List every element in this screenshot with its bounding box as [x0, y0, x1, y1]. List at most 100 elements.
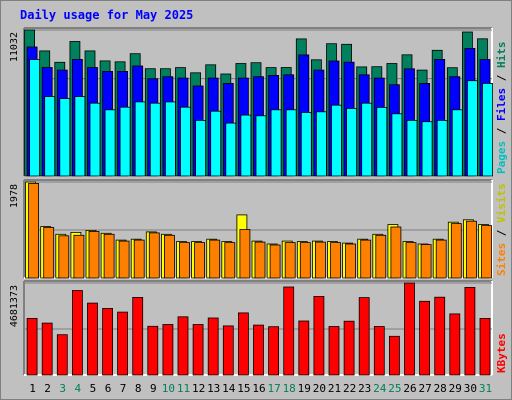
bar-pages-day-19 — [300, 112, 312, 177]
x-tick-day-18: 18 — [283, 382, 296, 395]
x-tick-day-4: 4 — [74, 382, 81, 395]
series-sites — [28, 182, 492, 279]
bar-kbytes-day-22 — [343, 320, 355, 376]
bar-pages-day-15 — [240, 114, 252, 177]
x-tick-day-15: 15 — [237, 382, 250, 395]
legend-hits: Hits — [495, 42, 508, 69]
bar-sites-day-17 — [269, 244, 281, 279]
bar-pages-day-30 — [466, 80, 478, 177]
bar-sites-day-30 — [465, 220, 477, 279]
bar-sites-day-18 — [284, 242, 296, 279]
bar-pages-day-25 — [391, 113, 403, 177]
bar-kbytes-day-8 — [132, 296, 144, 376]
panel-legend: Sites / Visits — [495, 183, 508, 276]
bar-kbytes-day-26 — [404, 282, 415, 376]
bar-pages-day-16 — [255, 115, 267, 177]
bar-kbytes-day-7 — [117, 311, 128, 376]
bar-pages-day-31 — [482, 83, 493, 177]
panel-legend: Pages / Files / Hits — [495, 42, 508, 175]
bar-sites-day-8 — [133, 239, 145, 279]
bar-sites-day-26 — [405, 242, 417, 279]
bar-pages-day-5 — [89, 102, 101, 177]
bar-pages-day-11 — [180, 106, 191, 177]
bar-sites-day-24 — [375, 234, 387, 279]
x-tick-day-13: 13 — [207, 382, 220, 395]
bar-kbytes-day-4 — [72, 290, 83, 376]
x-tick-day-22: 22 — [343, 382, 356, 395]
chart-panels: 11032 Pages / Files / Hits 1978 Sites / Vis… — [9, 27, 508, 376]
bar-sites-day-7 — [118, 240, 130, 279]
x-tick-day-5: 5 — [90, 382, 97, 395]
legend-separator: / — [495, 121, 508, 141]
ymax-label: 4681373 — [9, 285, 20, 327]
x-tick-day-9: 9 — [150, 382, 157, 395]
bar-sites-day-4 — [73, 234, 85, 279]
bar-pages-day-29 — [451, 109, 463, 177]
bar-pages-day-6 — [104, 109, 116, 177]
bar-sites-day-11 — [179, 242, 190, 279]
bar-kbytes-day-1 — [26, 317, 38, 376]
bar-sites-day-3 — [58, 235, 70, 279]
bar-pages-day-24 — [376, 107, 388, 177]
bar-sites-day-1 — [28, 182, 40, 279]
bar-kbytes-day-15 — [237, 312, 249, 376]
x-tick-day-25: 25 — [388, 382, 401, 395]
x-tick-day-1: 1 — [29, 382, 36, 395]
panel-hits-files-pages: 11032 Pages / Files / Hits — [9, 27, 508, 177]
x-tick-day-26: 26 — [403, 382, 416, 395]
x-tick-day-16: 16 — [252, 382, 265, 395]
bar-kbytes-day-31 — [479, 317, 491, 376]
panel-kbytes: 4681373 KBytes — [9, 280, 508, 376]
bar-kbytes-day-29 — [449, 313, 461, 376]
x-tick-day-30: 30 — [464, 382, 477, 395]
chart-title: Daily usage for May 2025 — [20, 8, 193, 22]
series-kbytes — [26, 282, 491, 376]
x-tick-day-21: 21 — [328, 382, 341, 395]
bar-kbytes-day-19 — [298, 320, 310, 376]
series-pages — [29, 59, 493, 177]
bar-sites-day-28 — [435, 239, 447, 279]
legend-separator: / — [495, 223, 508, 243]
bar-kbytes-day-18 — [283, 286, 295, 376]
legend-pages: Pages — [495, 141, 508, 174]
bar-pages-day-12 — [195, 120, 207, 177]
x-tick-day-14: 14 — [222, 382, 236, 395]
bar-pages-day-13 — [210, 110, 222, 177]
bar-pages-day-26 — [406, 120, 418, 177]
bar-pages-day-7 — [119, 106, 131, 177]
bar-sites-day-20 — [314, 241, 326, 279]
bar-pages-day-28 — [436, 120, 448, 177]
bar-pages-day-22 — [346, 108, 358, 177]
legend-sites: Sites — [495, 243, 508, 276]
bar-sites-day-31 — [481, 225, 492, 279]
bar-kbytes-day-12 — [192, 324, 204, 376]
ymax-label: 11032 — [9, 32, 20, 62]
bar-sites-day-9 — [148, 232, 160, 279]
bar-kbytes-day-23 — [358, 297, 370, 376]
bar-sites-day-27 — [420, 244, 432, 279]
bar-kbytes-day-2 — [41, 322, 53, 376]
x-tick-day-11: 11 — [177, 382, 190, 395]
x-tick-day-12: 12 — [192, 382, 205, 395]
legend-visits: Visits — [495, 183, 508, 223]
x-tick-day-7: 7 — [120, 382, 127, 395]
legend-files: Files — [495, 88, 508, 121]
bar-pages-day-20 — [315, 111, 327, 177]
x-tick-day-20: 20 — [313, 382, 326, 395]
bar-kbytes-day-10 — [162, 324, 174, 376]
bar-kbytes-day-24 — [373, 326, 385, 376]
x-tick-day-8: 8 — [135, 382, 142, 395]
bar-kbytes-day-6 — [102, 307, 113, 376]
bar-kbytes-day-3 — [56, 334, 68, 376]
panel-visits-sites: 1978 Sites / Visits — [9, 179, 508, 279]
bar-sites-day-12 — [194, 242, 206, 279]
bar-sites-day-15 — [239, 229, 251, 279]
x-tick-day-17: 17 — [267, 382, 280, 395]
bar-sites-day-16 — [254, 241, 266, 279]
bar-kbytes-day-16 — [253, 324, 264, 376]
bar-pages-day-21 — [331, 104, 342, 177]
bar-sites-day-10 — [163, 234, 175, 279]
bar-kbytes-day-30 — [464, 286, 476, 376]
legend-kbytes: KBytes — [495, 333, 508, 373]
bar-pages-day-2 — [44, 96, 56, 177]
